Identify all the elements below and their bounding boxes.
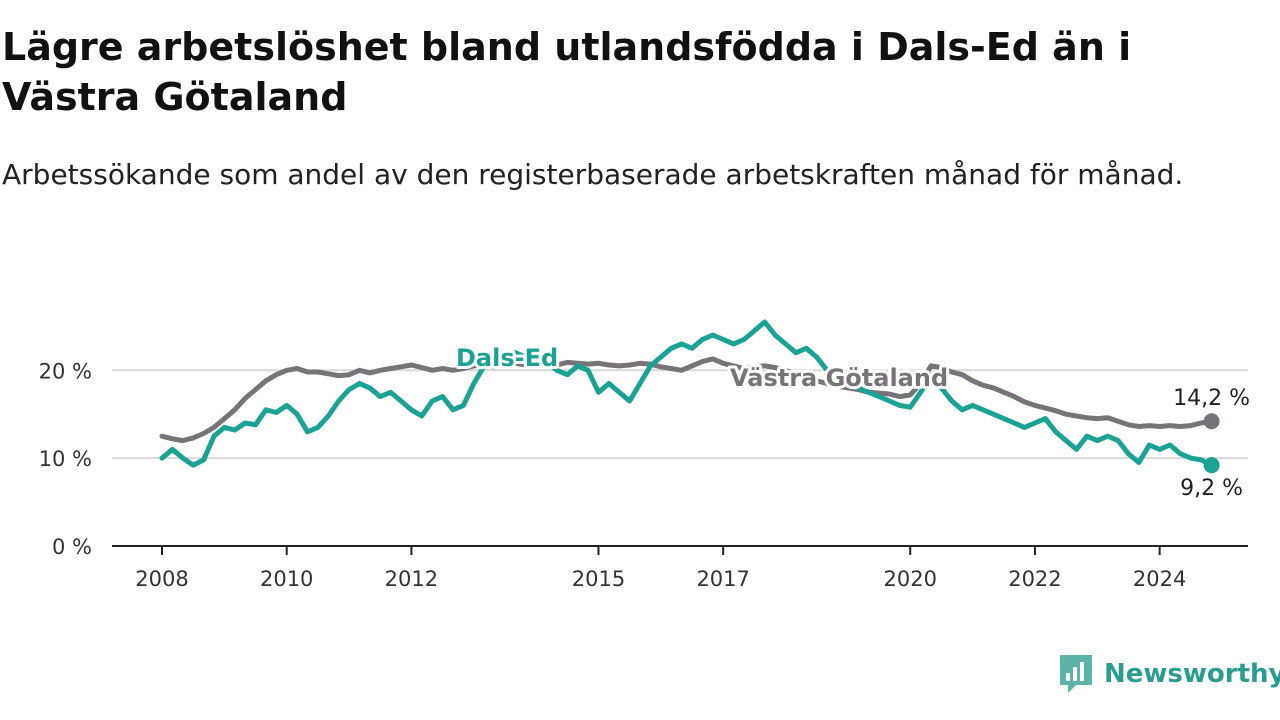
series-label-dals-ed: Dals-Ed bbox=[456, 344, 558, 372]
x-tick-label: 2022 bbox=[1008, 567, 1061, 591]
y-tick-label: 20 % bbox=[39, 359, 92, 383]
x-axis-ticks: 2008 2010 2012 2015 2017 2020 2022 2024 bbox=[135, 546, 1186, 591]
series-label-vastra-gotaland: Västra Götaland bbox=[730, 364, 948, 392]
brand-logo: Newsworthy bbox=[1058, 652, 1280, 696]
x-tick-label: 2024 bbox=[1133, 567, 1186, 591]
brand-name: Newsworthy bbox=[1104, 659, 1280, 689]
x-tick-label: 2017 bbox=[696, 567, 749, 591]
x-tick-label: 2008 bbox=[135, 567, 188, 591]
y-tick-label: 0 % bbox=[52, 535, 92, 559]
end-value-label-vastra-gotaland: 14,2 % bbox=[1173, 386, 1250, 411]
y-tick-label: 10 % bbox=[39, 447, 92, 471]
x-tick-label: 2020 bbox=[884, 567, 937, 591]
series-labels: Dals-Ed Västra Götaland 14,2 % 9,2 % bbox=[453, 341, 1250, 501]
chart-title: Lägre arbetslöshet bland utlandsfödda i … bbox=[2, 25, 1132, 119]
y-axis-ticks: 0 % 10 % 20 % bbox=[39, 359, 92, 559]
series-line-dals-ed bbox=[159, 319, 1215, 468]
x-tick-label: 2012 bbox=[385, 567, 438, 591]
series-end-marker-dals-ed bbox=[1203, 457, 1220, 474]
x-tick-label: 2015 bbox=[572, 567, 625, 591]
line-chart: 0 % 10 % 20 % 2008 2010 2012 2015 2017 2020 2022… bbox=[39, 319, 1250, 591]
newsworthy-logo-icon bbox=[1060, 655, 1092, 693]
series-line-v-stra-g-taland bbox=[159, 356, 1215, 444]
series-lines bbox=[159, 319, 1220, 474]
series-end-marker-v-stra-g-taland bbox=[1203, 413, 1220, 430]
chart-subtitle: Arbetssökande som andel av den registerb… bbox=[2, 158, 1184, 191]
end-value-label-dals-ed: 9,2 % bbox=[1180, 476, 1243, 501]
x-tick-label: 2010 bbox=[260, 567, 313, 591]
